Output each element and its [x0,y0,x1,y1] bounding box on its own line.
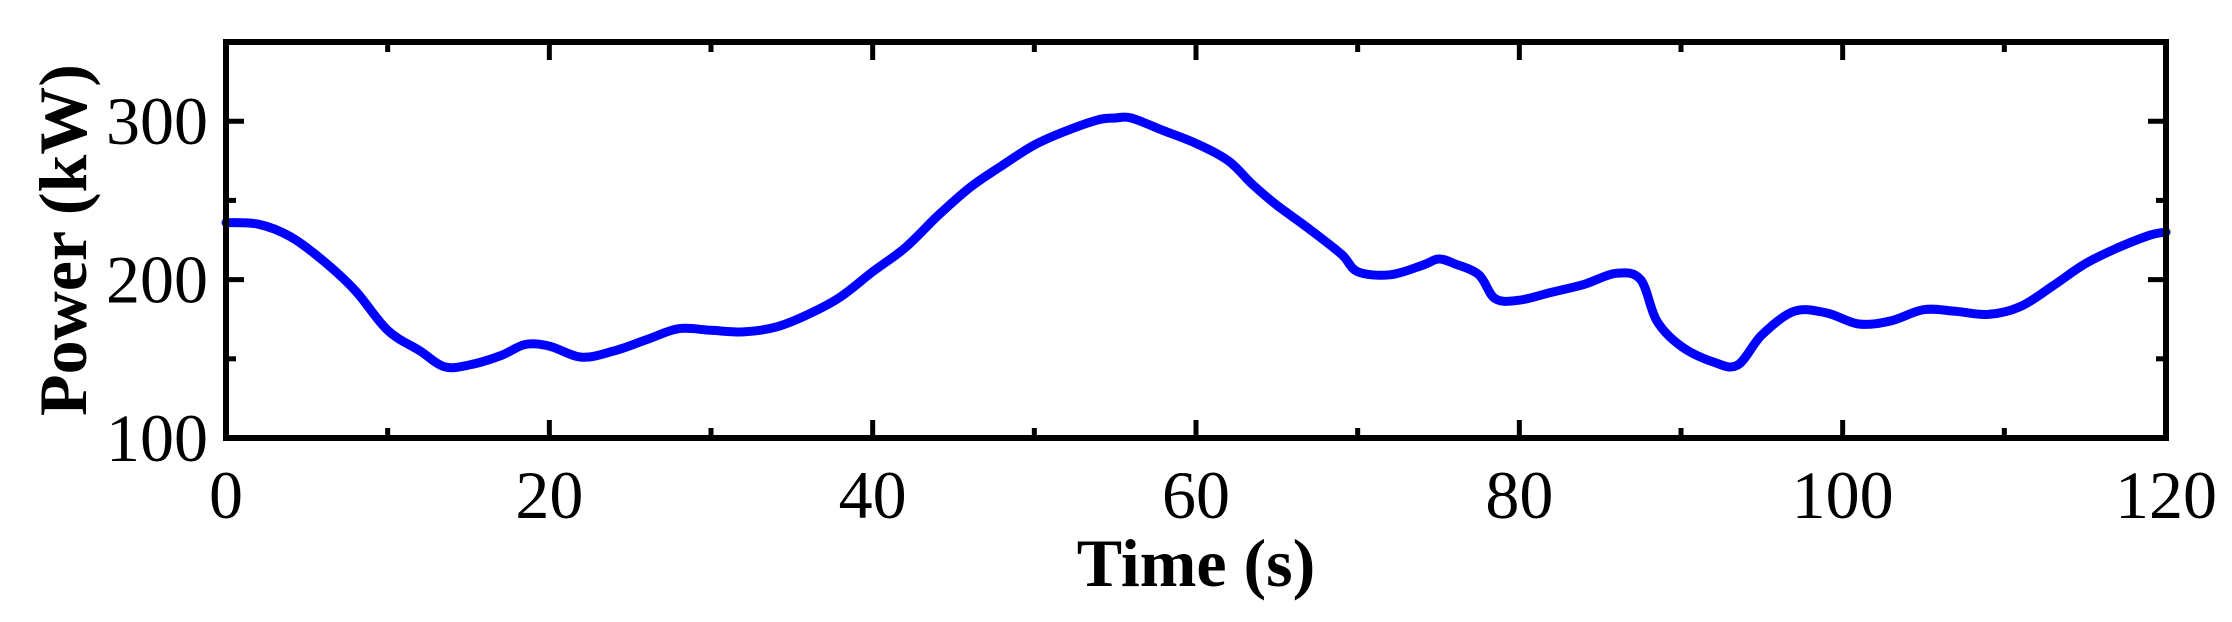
y-tick-label: 200 [106,242,208,318]
y-axis-title: Power (kW) [25,64,101,416]
x-tick-label: 20 [515,457,583,533]
y-tick-label: 300 [106,83,208,159]
series-layer [221,112,2171,373]
x-tick-label: 120 [2115,457,2217,533]
x-axis-title: Time (s) [1077,525,1316,601]
x-tick-label: 0 [209,457,243,533]
x-tick-label: 40 [839,457,907,533]
x-tick-label: 80 [1485,457,1553,533]
x-tick-label: 60 [1162,457,1230,533]
y-tick-label: 100 [106,400,208,476]
x-tick-label: 100 [1792,457,1894,533]
power-series-line [221,112,2171,373]
labels-layer: 0 20 40 60 80 100 120 100 200 300 [106,83,2217,533]
ticks-layer [223,39,2169,441]
plot-frame [223,39,2169,441]
